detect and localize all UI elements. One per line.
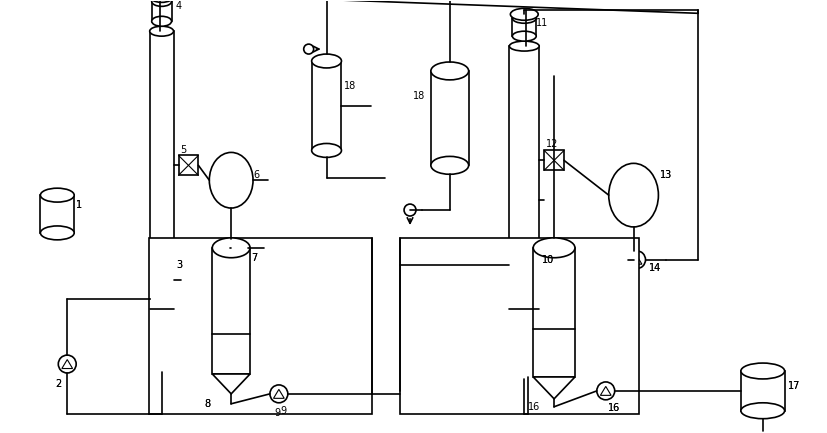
Bar [431, 71, 469, 165]
Bar [533, 248, 575, 377]
Text: 14: 14 [648, 263, 661, 273]
Bar [149, 238, 372, 414]
Text: 8: 8 [204, 399, 211, 409]
Ellipse shape [509, 41, 539, 51]
Ellipse shape [151, 16, 171, 26]
Text: 17: 17 [787, 381, 800, 391]
Polygon shape [213, 374, 250, 394]
Text: 5: 5 [180, 145, 187, 155]
Bar [151, 1, 171, 21]
Polygon shape [600, 386, 611, 395]
Text: 10: 10 [543, 255, 554, 265]
Bar [741, 371, 785, 411]
Text: 16: 16 [608, 403, 620, 413]
Circle shape [230, 239, 248, 257]
Polygon shape [62, 359, 73, 368]
Ellipse shape [150, 0, 174, 3]
Ellipse shape [150, 26, 174, 36]
Circle shape [270, 385, 288, 403]
Bar [509, 46, 539, 359]
Bar [150, 31, 174, 354]
Text: 18: 18 [345, 81, 356, 91]
Text: 1: 1 [76, 200, 83, 210]
Text: 1: 1 [76, 200, 83, 210]
Ellipse shape [213, 238, 250, 258]
Text: 16: 16 [608, 403, 620, 413]
Text: 10: 10 [543, 255, 554, 265]
Bar [400, 238, 638, 414]
Ellipse shape [151, 0, 171, 6]
Text: 14: 14 [648, 263, 661, 273]
Bar [213, 248, 250, 374]
Polygon shape [234, 243, 245, 252]
Polygon shape [631, 255, 642, 264]
Text: 7: 7 [251, 253, 257, 263]
Bar [513, 18, 536, 36]
Polygon shape [509, 359, 539, 379]
Circle shape [404, 204, 416, 216]
Ellipse shape [41, 226, 74, 240]
Ellipse shape [431, 62, 469, 80]
Ellipse shape [513, 13, 536, 23]
Text: 9: 9 [281, 406, 287, 416]
Bar [179, 155, 198, 175]
Circle shape [628, 251, 646, 268]
Text: 12: 12 [546, 139, 558, 149]
Text: 2: 2 [55, 379, 61, 389]
Ellipse shape [533, 238, 575, 258]
Circle shape [304, 44, 313, 54]
Bar [312, 61, 342, 150]
Ellipse shape [312, 143, 342, 157]
Ellipse shape [209, 152, 253, 208]
Text: 4: 4 [175, 1, 182, 11]
Polygon shape [150, 354, 174, 372]
Text: 13: 13 [661, 170, 672, 180]
Polygon shape [274, 389, 284, 398]
Bar [544, 150, 564, 170]
Ellipse shape [741, 403, 785, 419]
Text: 11: 11 [536, 18, 548, 28]
Ellipse shape [312, 54, 342, 68]
Ellipse shape [431, 156, 469, 174]
Circle shape [58, 355, 76, 373]
Text: 17: 17 [787, 381, 800, 391]
Ellipse shape [513, 31, 536, 41]
Text: 8: 8 [204, 399, 211, 409]
Text: 3: 3 [176, 260, 183, 270]
Ellipse shape [609, 163, 658, 227]
Ellipse shape [741, 363, 785, 379]
Text: 2: 2 [55, 379, 61, 389]
Text: 16: 16 [528, 402, 541, 412]
Polygon shape [533, 377, 575, 399]
Text: 18: 18 [413, 91, 425, 101]
Bar [41, 195, 74, 233]
Text: 13: 13 [661, 170, 672, 180]
Text: 9: 9 [274, 408, 280, 418]
Circle shape [597, 382, 614, 400]
Ellipse shape [510, 8, 538, 20]
Text: 6: 6 [253, 170, 259, 180]
Ellipse shape [41, 188, 74, 202]
Text: 3: 3 [176, 260, 183, 270]
Text: 7: 7 [251, 253, 257, 263]
